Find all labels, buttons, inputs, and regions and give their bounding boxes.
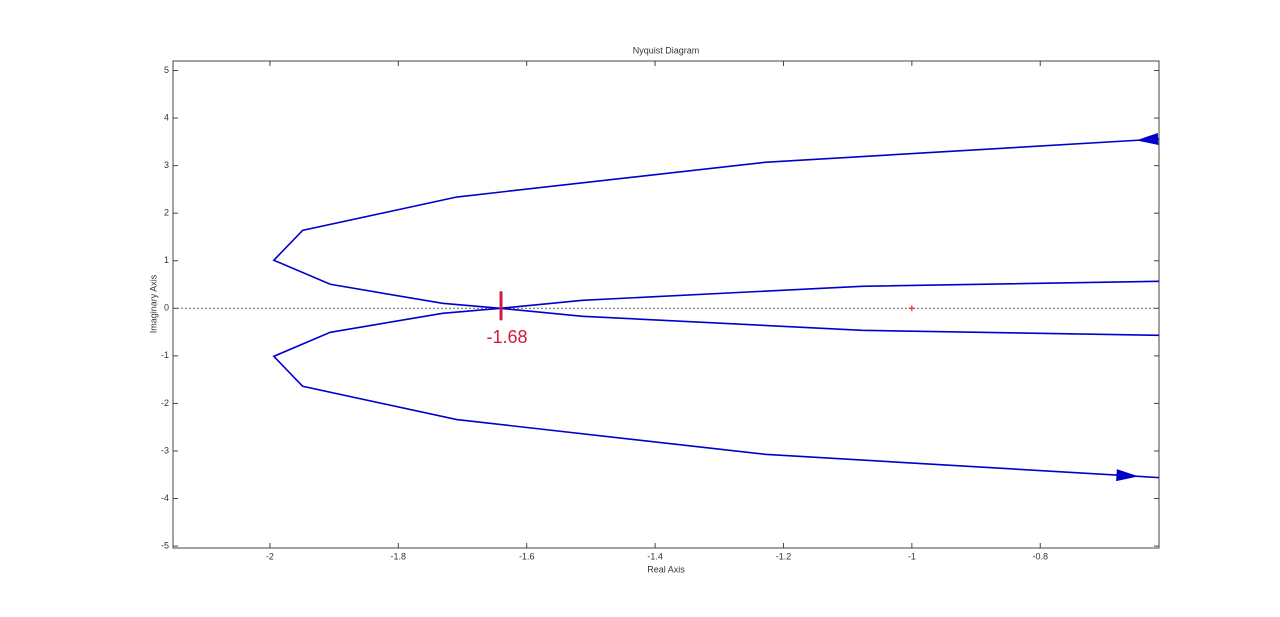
y-tick-label: -5 bbox=[161, 540, 169, 550]
plot-area bbox=[172, 60, 1160, 549]
y-tick-label: -3 bbox=[161, 445, 169, 455]
y-tick-label: -1 bbox=[161, 350, 169, 360]
x-tick-label: -1 bbox=[908, 551, 916, 561]
y-tick-label: 4 bbox=[164, 112, 169, 122]
x-tick-label: -1.4 bbox=[647, 551, 663, 561]
direction-arrow bbox=[1116, 469, 1139, 482]
nyquist-curve bbox=[272, 138, 1160, 310]
nyquist-curve bbox=[272, 307, 1160, 479]
y-tick-label: 0 bbox=[164, 303, 169, 313]
chart-title: Nyquist Diagram bbox=[633, 45, 700, 55]
y-tick-label: 5 bbox=[164, 65, 169, 75]
y-tick-label: 1 bbox=[164, 255, 169, 265]
direction-arrow bbox=[1136, 133, 1159, 146]
x-tick-label: -2 bbox=[266, 551, 274, 561]
x-axis-label: Real Axis bbox=[647, 564, 685, 574]
y-tick-label: -4 bbox=[161, 493, 169, 503]
y-tick-label: 2 bbox=[164, 208, 169, 218]
x-tick-label: -1.6 bbox=[519, 551, 535, 561]
x-tick-label: -0.8 bbox=[1032, 551, 1048, 561]
x-tick-label: -1.8 bbox=[391, 551, 407, 561]
y-tick-label: 3 bbox=[164, 160, 169, 170]
annotation: -1.68 bbox=[487, 327, 528, 347]
y-tick-label: -2 bbox=[161, 398, 169, 408]
critical-point bbox=[908, 305, 915, 312]
y-axis-label: Imaginary Axis bbox=[148, 274, 158, 333]
x-tick-label: -1.2 bbox=[776, 551, 792, 561]
